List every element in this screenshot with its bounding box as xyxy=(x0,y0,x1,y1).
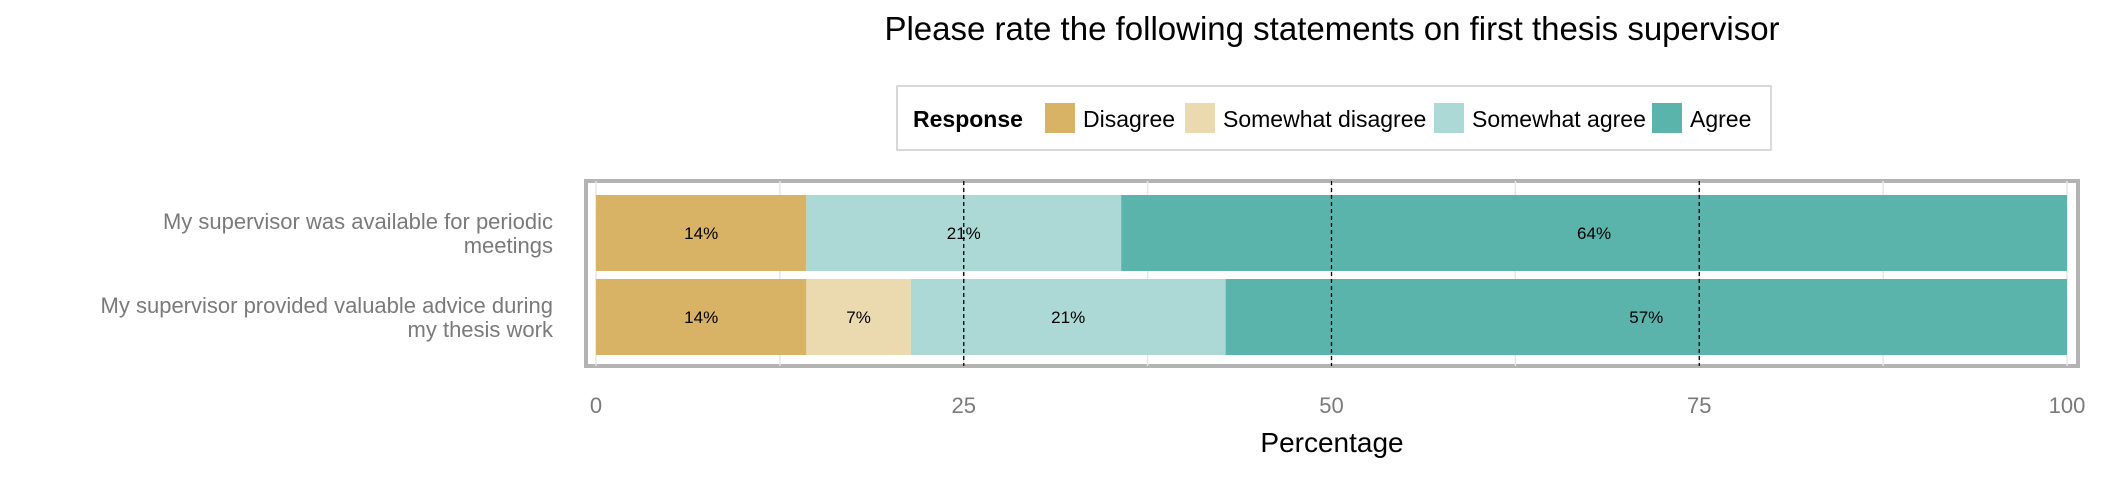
x-tick-label: 100 xyxy=(2049,393,2086,418)
x-axis-title: Percentage xyxy=(1260,427,1403,458)
bar-data-label: 21% xyxy=(1051,308,1085,327)
legend-label: Somewhat disagree xyxy=(1223,106,1426,132)
bar-data-label: 57% xyxy=(1629,308,1663,327)
legend-title: Response xyxy=(913,106,1023,132)
legend-box xyxy=(896,85,1772,151)
category-label: My supervisor was available for periodic… xyxy=(163,209,553,258)
category-label: My supervisor provided valuable advice d… xyxy=(101,293,554,342)
x-tick-label: 25 xyxy=(952,393,976,418)
bar-data-label: 14% xyxy=(684,308,718,327)
bar-segment xyxy=(596,195,807,271)
bar-segment xyxy=(1121,195,2067,271)
x-tick-label: 75 xyxy=(1687,393,1711,418)
x-tick-label: 50 xyxy=(1319,393,1343,418)
bar-data-label: 7% xyxy=(846,308,871,327)
legend-swatch xyxy=(1045,103,1075,133)
legend-swatch xyxy=(1185,103,1215,133)
bar-segment xyxy=(1225,279,2067,355)
legend-swatch xyxy=(1652,103,1682,133)
bar-data-label: 14% xyxy=(684,224,718,243)
legend-label: Somewhat agree xyxy=(1472,106,1646,132)
chart-title: Please rate the following statements on … xyxy=(884,10,1779,47)
legend-label: Disagree xyxy=(1083,106,1175,132)
bar-segment xyxy=(806,279,911,355)
plot-area: 14% 21% 64%14% 7% 21% 57%My supervisor was av… xyxy=(101,179,2086,418)
bar-segment xyxy=(596,279,807,355)
legend: Response Disagree Somewhat disagree Somewh… xyxy=(896,85,1772,151)
legend-swatch xyxy=(1434,103,1464,133)
x-tick-label: 0 xyxy=(590,393,602,418)
legend-label: Agree xyxy=(1690,106,1751,132)
bar-data-label: 64% xyxy=(1577,224,1611,243)
